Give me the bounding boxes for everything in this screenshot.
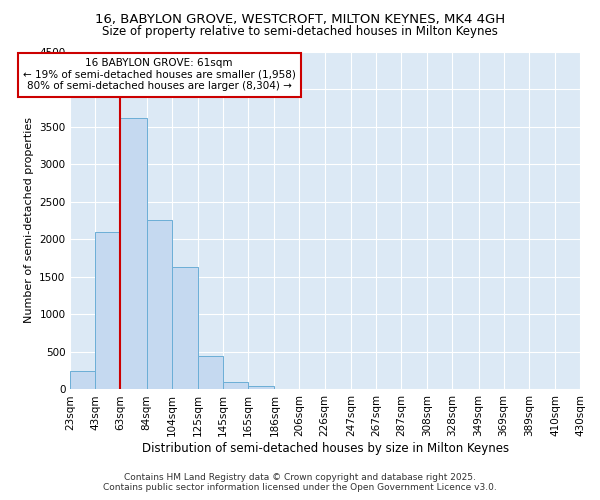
X-axis label: Distribution of semi-detached houses by size in Milton Keynes: Distribution of semi-detached houses by … [142,442,509,455]
Bar [172,267,198,390]
Text: 16 BABYLON GROVE: 61sqm
← 19% of semi-detached houses are smaller (1,958)
80% of: 16 BABYLON GROVE: 61sqm ← 19% of semi-de… [23,58,296,92]
Bar [198,356,223,390]
Bar [147,220,172,390]
Text: Size of property relative to semi-detached houses in Milton Keynes: Size of property relative to semi-detach… [102,25,498,38]
Y-axis label: Number of semi-detached properties: Number of semi-detached properties [23,118,34,324]
Text: Contains HM Land Registry data © Crown copyright and database right 2025.
Contai: Contains HM Land Registry data © Crown c… [103,473,497,492]
Bar [95,232,121,390]
Bar [70,370,95,390]
Bar [223,382,248,390]
Bar [121,118,147,390]
Text: 16, BABYLON GROVE, WESTCROFT, MILTON KEYNES, MK4 4GH: 16, BABYLON GROVE, WESTCROFT, MILTON KEY… [95,12,505,26]
Bar [248,386,274,390]
